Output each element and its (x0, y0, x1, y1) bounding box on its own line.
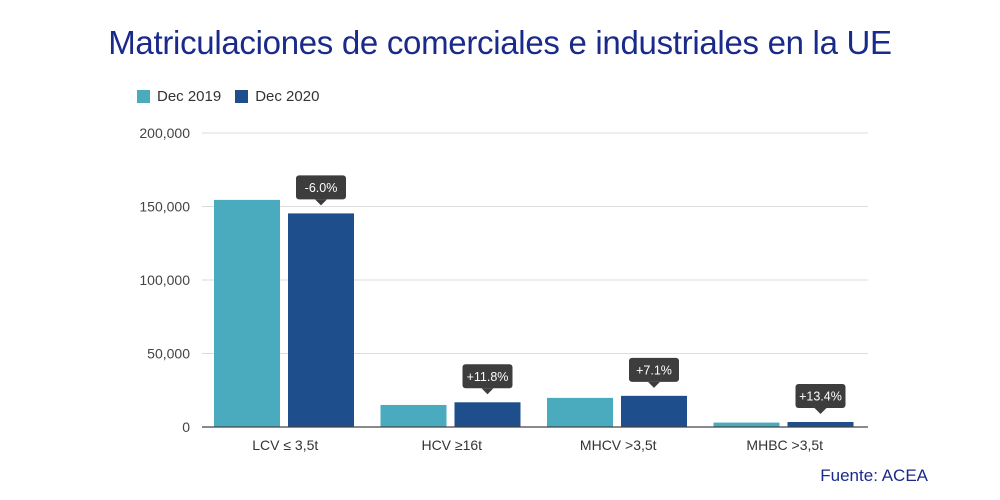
annotation-label: -6.0% (305, 181, 338, 195)
x-tick-label: MHCV >3,5t (580, 437, 657, 453)
legend-item-dec-2020: Dec 2020 (235, 88, 319, 105)
annotation-label: +11.8% (467, 370, 509, 384)
annotation-pointer (315, 199, 327, 206)
legend: Dec 2019 Dec 2020 (137, 88, 333, 105)
annotation-pointer (648, 381, 660, 388)
x-tick-label: HCV ≥16t (421, 437, 482, 453)
legend-swatch-dec-2020 (235, 90, 249, 103)
annotation-badge (629, 357, 679, 382)
legend-item-dec-2019: Dec 2019 (137, 88, 221, 105)
annotation-pointer (814, 408, 827, 415)
annotation-label: +13.4% (799, 390, 842, 404)
annotation-label: +7.1% (636, 363, 672, 377)
source-label: Fuente: ACEA (820, 466, 928, 485)
y-tick-label: 0 (182, 419, 190, 435)
bar (621, 395, 687, 427)
legend-label-dec-2019: Dec 2019 (157, 88, 222, 105)
y-tick-label: 200,000 (139, 125, 190, 141)
legend-swatch-dec-2019 (137, 90, 150, 103)
annotation-badge (462, 364, 513, 389)
y-tick-label: 100,000 (139, 272, 190, 288)
bar (547, 397, 613, 427)
annotation-pointer (481, 388, 494, 395)
bar (713, 422, 780, 427)
annotation-badge (296, 175, 346, 200)
bar (380, 404, 447, 427)
bar (454, 402, 521, 427)
bar (288, 213, 354, 427)
x-tick-label: LCV ≤ 3,5t (252, 437, 318, 453)
legend-label-dec-2020: Dec 2020 (255, 88, 320, 105)
y-tick-label: 50,000 (147, 346, 190, 362)
annotation-badge (795, 384, 846, 409)
chart-title: Matriculaciones de comerciales e industr… (108, 24, 892, 61)
bar (787, 422, 854, 427)
bar (214, 199, 280, 427)
x-tick-label: MHBC >3,5t (746, 437, 823, 453)
y-tick-label: 150,000 (139, 199, 190, 215)
